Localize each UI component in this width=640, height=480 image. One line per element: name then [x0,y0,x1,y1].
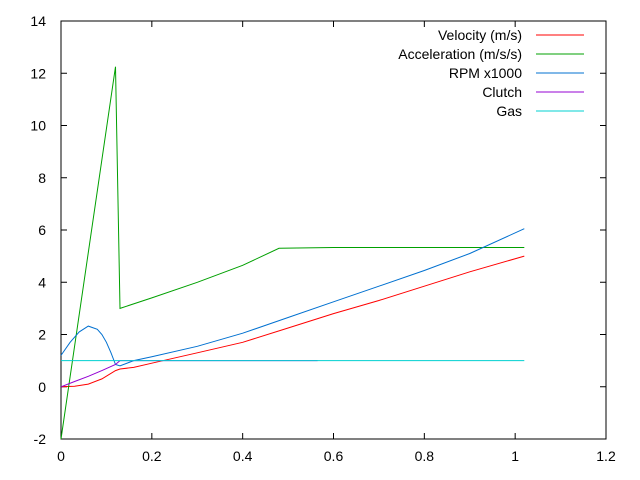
y-tick-label: 12 [30,65,46,81]
plot-frame [60,20,607,440]
y-tick-label: 10 [30,118,46,134]
legend-label: RPM x1000 [449,65,522,81]
axis-ticks: 0 0.2 0.4 0.6 0.8 1 1.2 -2 0 2 4 6 8 10 12 14 [30,13,616,464]
y-tick-label: 4 [38,274,46,290]
y-tick-label: 8 [38,170,46,186]
y-tick-label: -2 [34,431,47,447]
legend-label: Acceleration (m/s/s) [398,46,522,62]
x-tick-label: 0.4 [233,448,253,464]
series-line [60,255,525,388]
legend-label: Gas [496,103,522,119]
x-tick-label: 0.2 [142,448,162,464]
y-tick-label: 0 [38,379,46,395]
legend-label: Clutch [482,84,522,100]
x-tick-label: 1.2 [596,448,616,464]
y-tick-label: 2 [38,327,46,343]
series-line [60,66,525,440]
series-lines [60,66,525,440]
legend-label: Velocity (m/s) [438,27,522,43]
x-tick-label: 1 [511,448,519,464]
x-tick-label: 0.8 [415,448,435,464]
legend: Velocity (m/s) Acceleration (m/s/s) RPM x1… [398,27,584,119]
y-tick-label: 14 [30,13,46,29]
series-line [60,360,318,388]
series-line [60,228,525,367]
y-tick-label: 6 [38,222,46,238]
x-tick-label: 0.6 [324,448,344,464]
x-tick-label: 0 [57,448,65,464]
